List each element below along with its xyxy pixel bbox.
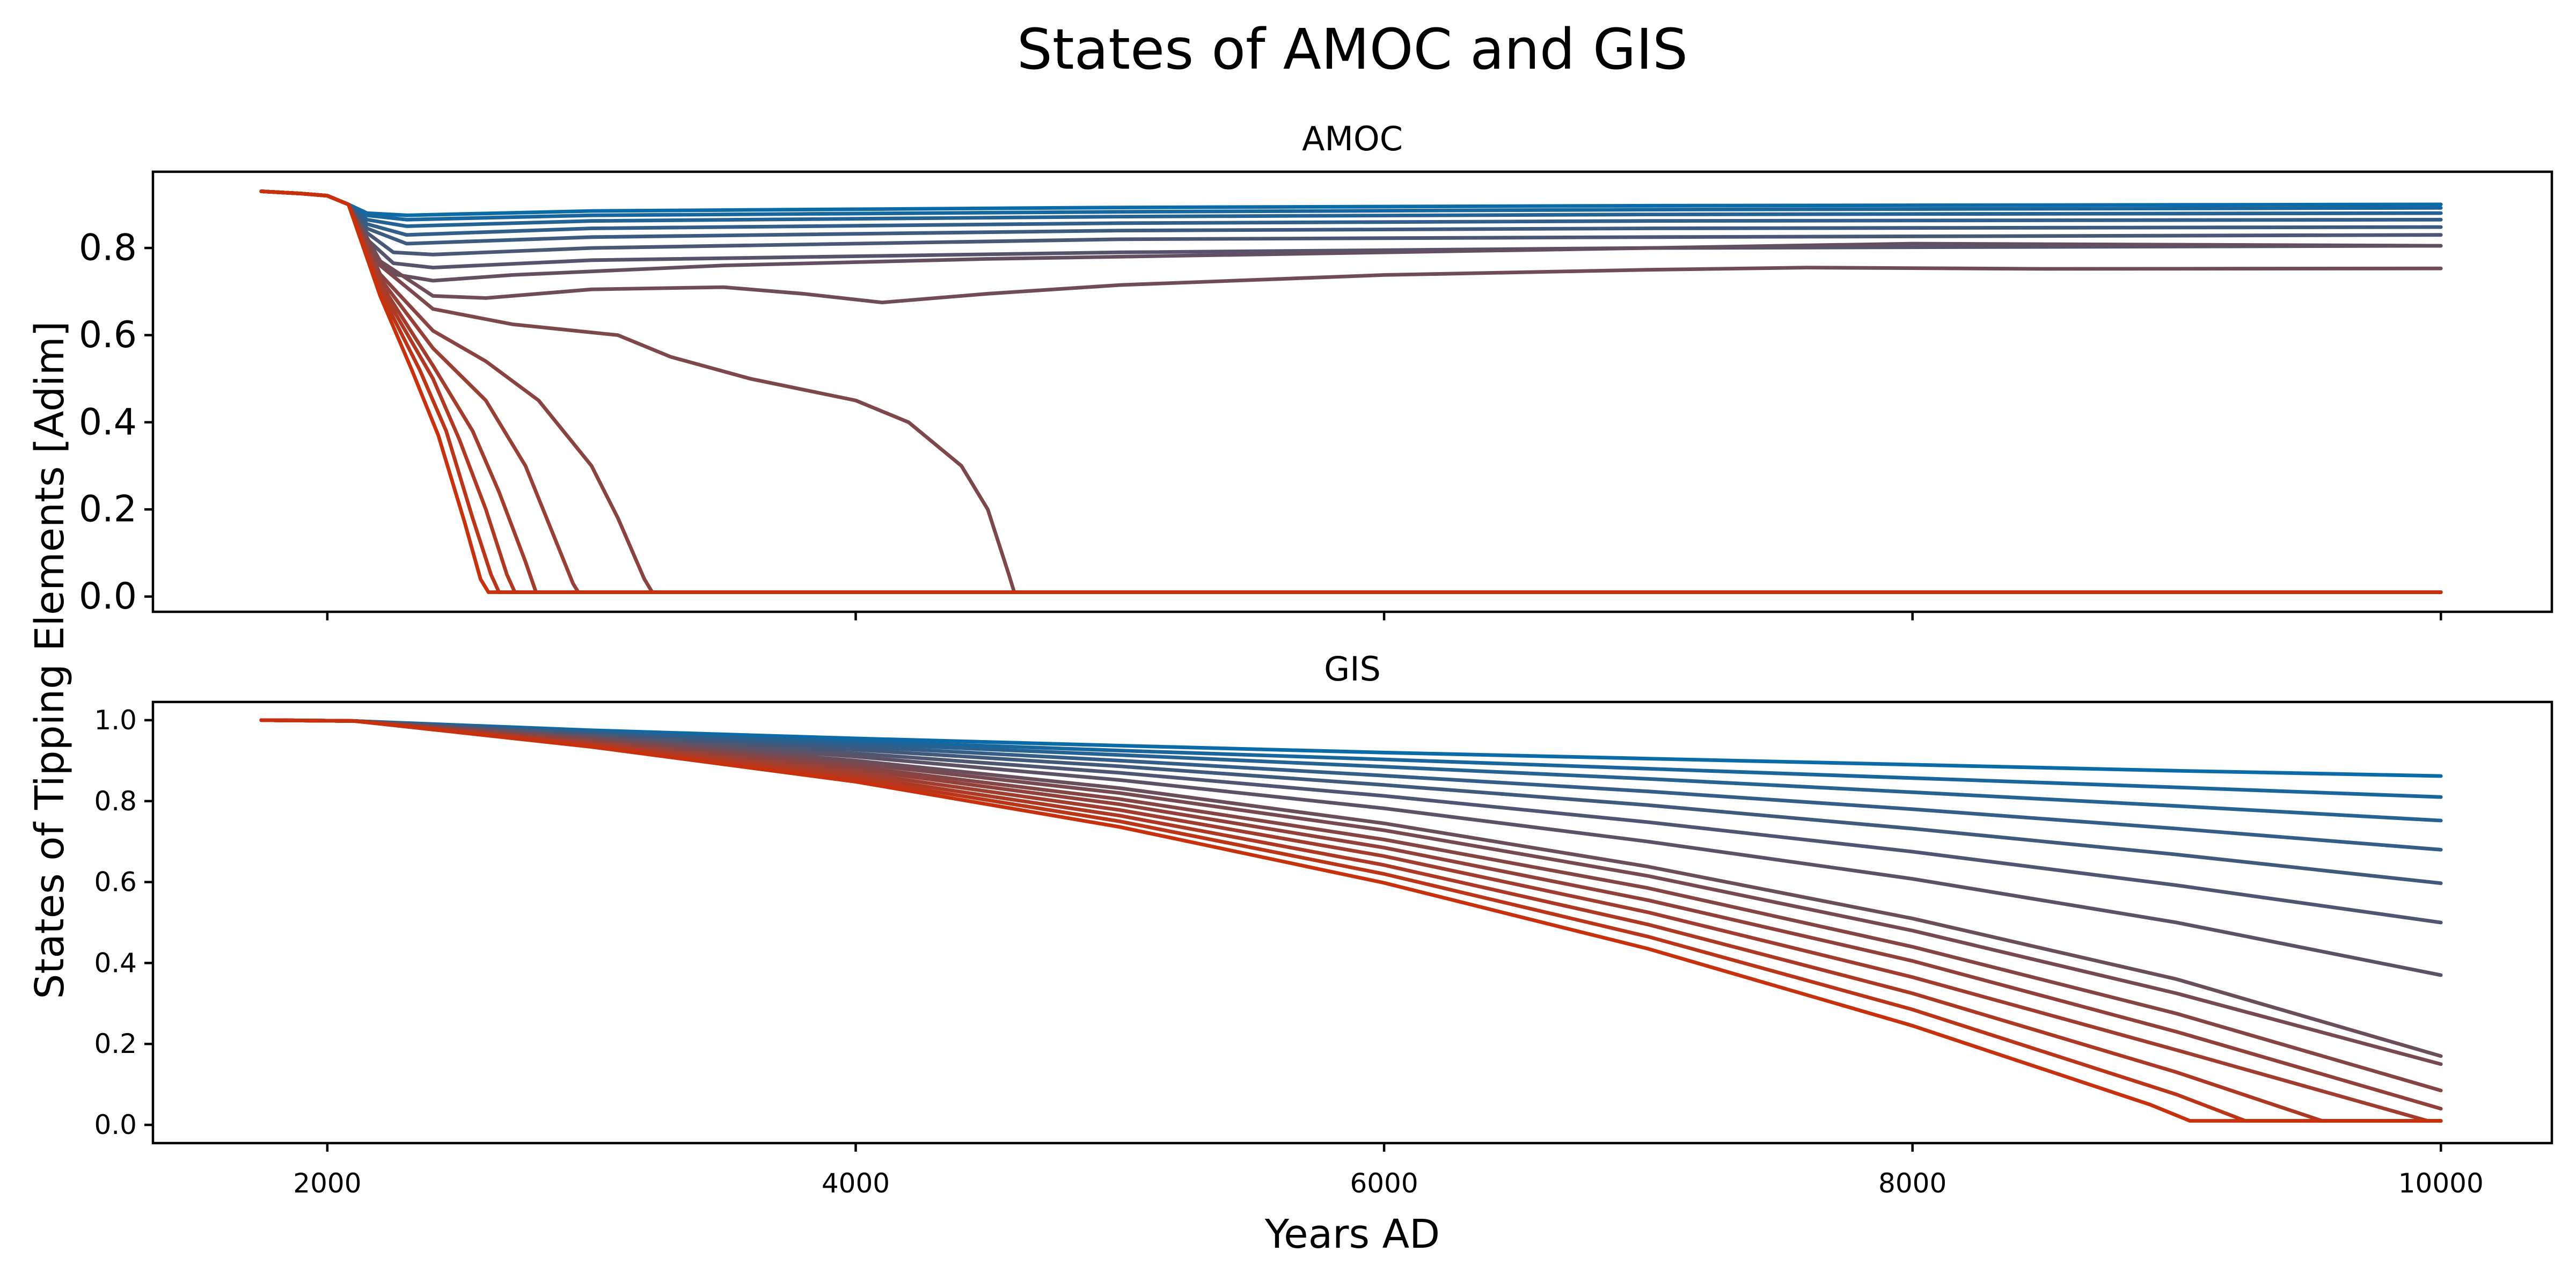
amoc-y-tick-label: 0.2 — [79, 488, 137, 531]
gis-panel: GIS 2000 4000 6000 8000 10000 0.00.20.40.60.… — [94, 649, 2553, 1199]
amoc-x-ticks — [326, 612, 2442, 620]
gis-y-tick-label: 0.2 — [94, 1028, 137, 1059]
amoc-series-line-16 — [259, 189, 2443, 594]
amoc-plot-frame — [151, 170, 2553, 613]
gis-series-line-15 — [259, 718, 2443, 1123]
x-tick-label: 6000 — [1350, 1168, 1418, 1199]
gis-y-tick-label: 0.0 — [94, 1109, 137, 1140]
gis-y-tick-label: 0.6 — [94, 867, 137, 898]
amoc-panel: AMOC 0.0 0.2 0.4 0.6 0.8 — [79, 119, 2553, 620]
amoc-series-group — [259, 189, 2443, 594]
gis-plot-frame — [151, 700, 2553, 1145]
x-tick-label: 8000 — [1878, 1168, 1946, 1199]
amoc-y-tick-label: 0.0 — [79, 575, 137, 618]
y-axis-label: States of Tipping Elements [Adim] — [27, 321, 73, 999]
gis-y-tick-label: 1.0 — [94, 705, 137, 736]
gis-series-group — [259, 718, 2443, 1123]
x-tick-label: 2000 — [293, 1168, 361, 1199]
amoc-y-tick-label: 0.6 — [79, 314, 137, 356]
x-tick-label: 4000 — [822, 1168, 890, 1199]
gis-panel-title: GIS — [1324, 649, 1381, 689]
gis-y-tick-label: 0.4 — [94, 947, 137, 978]
amoc-y-tick-label: 0.4 — [79, 401, 137, 443]
x-tick-label: 10000 — [2398, 1168, 2484, 1199]
amoc-panel-title: AMOC — [1302, 119, 1403, 158]
gis-y-ticks: 0.0 0.2 0.4 0.6 0.8 1.0 — [94, 705, 153, 1140]
gis-y-tick-label: 0.8 — [94, 786, 137, 817]
figure-title: States of AMOC and GIS — [1017, 17, 1688, 82]
amoc-y-ticks: 0.0 0.2 0.4 0.6 0.8 — [79, 227, 153, 618]
amoc-y-tick-label: 0.8 — [79, 227, 137, 269]
x-axis-label: Years AD — [1264, 1211, 1440, 1257]
gis-x-ticks: 2000 4000 6000 8000 10000 — [293, 1143, 2484, 1199]
